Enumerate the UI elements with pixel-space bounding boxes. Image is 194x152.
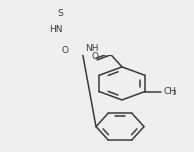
Text: 3: 3 — [171, 90, 176, 96]
Text: O: O — [61, 46, 68, 55]
Text: S: S — [58, 9, 63, 18]
Text: CH: CH — [164, 87, 177, 96]
Text: O: O — [92, 52, 99, 61]
Text: NH: NH — [85, 44, 99, 53]
Text: HN: HN — [49, 25, 62, 34]
